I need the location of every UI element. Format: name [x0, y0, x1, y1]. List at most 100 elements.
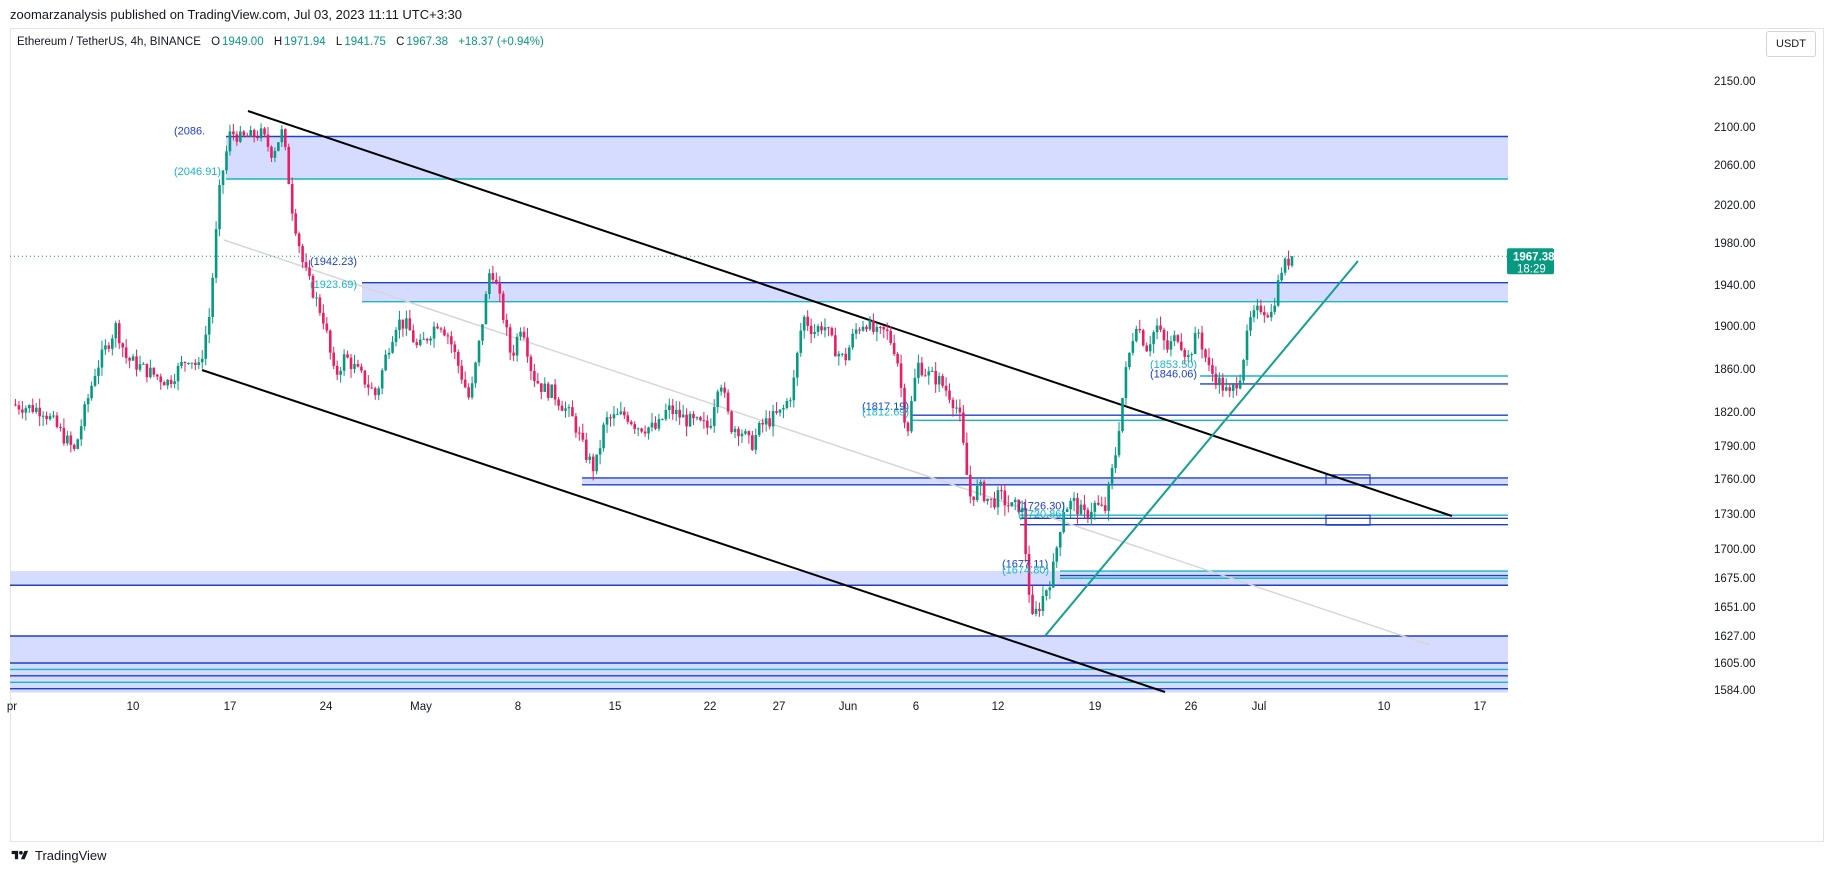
- candle-body[interactable]: [526, 337, 529, 357]
- candle-body[interactable]: [415, 342, 419, 346]
- candle-body[interactable]: [335, 365, 339, 375]
- candle-body[interactable]: [1055, 547, 1059, 562]
- candle-body[interactable]: [1128, 352, 1131, 368]
- candle-body[interactable]: [972, 496, 976, 501]
- candle-body[interactable]: [616, 414, 619, 416]
- candle-body[interactable]: [1256, 305, 1259, 311]
- candle-body[interactable]: [633, 424, 637, 430]
- candle-body[interactable]: [581, 432, 585, 440]
- candle-body[interactable]: [1069, 501, 1072, 510]
- candle-body[interactable]: [159, 376, 163, 383]
- symbol-title[interactable]: Ethereum / TetherUS, 4h, BINANCE: [17, 36, 201, 48]
- candle-body[interactable]: [1169, 341, 1173, 350]
- candle-body[interactable]: [948, 390, 951, 400]
- candle-body[interactable]: [1013, 499, 1017, 503]
- candle-body[interactable]: [436, 326, 439, 329]
- candle-body[interactable]: [456, 351, 460, 366]
- ascending-trendline[interactable]: [1044, 260, 1359, 637]
- candle-body[interactable]: [619, 411, 623, 415]
- candle-body[interactable]: [501, 293, 505, 320]
- candle-body[interactable]: [1273, 305, 1277, 312]
- candle-body[interactable]: [190, 362, 194, 364]
- candle-body[interactable]: [34, 407, 38, 413]
- candle-body[interactable]: [183, 362, 187, 364]
- candle-body[interactable]: [52, 415, 55, 417]
- candle-body[interactable]: [387, 352, 391, 355]
- candle-body[interactable]: [930, 370, 934, 372]
- candle-body[interactable]: [789, 400, 792, 402]
- candle-body[interactable]: [48, 415, 52, 420]
- candle-body[interactable]: [27, 405, 31, 409]
- candle-body[interactable]: [806, 316, 809, 326]
- candle-body[interactable]: [239, 131, 242, 142]
- candle-body[interactable]: [200, 358, 204, 363]
- candle-body[interactable]: [367, 384, 370, 388]
- candle-body[interactable]: [1121, 397, 1124, 431]
- candle-body[interactable]: [491, 273, 495, 280]
- candle-body[interactable]: [533, 370, 536, 382]
- candle-body[interactable]: [965, 442, 969, 475]
- candle-body[interactable]: [346, 354, 349, 358]
- candle-body[interactable]: [432, 326, 436, 339]
- currency-button[interactable]: USDT: [1766, 31, 1816, 57]
- candle-body[interactable]: [719, 387, 723, 392]
- candle-body[interactable]: [232, 131, 235, 135]
- candle-body[interactable]: [847, 347, 851, 361]
- candle-body[interactable]: [1283, 258, 1287, 273]
- candle-body[interactable]: [799, 330, 803, 353]
- candle-body[interactable]: [515, 336, 519, 356]
- candle-body[interactable]: [657, 419, 661, 429]
- candle-body[interactable]: [1024, 508, 1027, 555]
- candle-body[interactable]: [83, 404, 86, 427]
- candle-body[interactable]: [754, 435, 758, 450]
- candle-body[interactable]: [1159, 325, 1162, 330]
- candle-body[interactable]: [588, 456, 592, 460]
- candle-body[interactable]: [270, 146, 273, 158]
- candle-body[interactable]: [394, 330, 398, 343]
- candle-body[interactable]: [685, 414, 688, 427]
- candle-body[interactable]: [1245, 330, 1249, 360]
- candle-body[interactable]: [391, 342, 394, 353]
- candle-body[interactable]: [76, 439, 80, 449]
- tradingview-brand[interactable]: TradingView: [10, 848, 107, 863]
- candle-body[interactable]: [1010, 502, 1014, 507]
- candle-body[interactable]: [252, 130, 256, 137]
- candle-body[interactable]: [802, 316, 806, 331]
- candle-body[interactable]: [809, 325, 813, 335]
- candle-body[interactable]: [398, 319, 401, 331]
- candle-body[interactable]: [176, 365, 180, 382]
- candle-body[interactable]: [757, 422, 761, 436]
- candle-body[interactable]: [598, 448, 602, 455]
- candle-body[interactable]: [180, 362, 183, 366]
- candle-body[interactable]: [162, 382, 166, 386]
- candle-body[interactable]: [508, 327, 512, 353]
- candle-body[interactable]: [910, 400, 913, 432]
- candle-body[interactable]: [885, 329, 889, 331]
- candle-body[interactable]: [194, 362, 197, 365]
- candle-body[interactable]: [242, 131, 246, 136]
- candle-body[interactable]: [578, 432, 581, 434]
- candle-body[interactable]: [543, 383, 547, 392]
- candle-body[interactable]: [761, 422, 765, 425]
- candle-body[interactable]: [695, 417, 699, 419]
- candle-body[interactable]: [297, 233, 301, 247]
- candle-body[interactable]: [775, 411, 778, 413]
- candle-body[interactable]: [453, 344, 457, 352]
- candle-body[interactable]: [564, 408, 567, 411]
- candle-body[interactable]: [591, 456, 595, 472]
- candle-body[interactable]: [152, 367, 156, 375]
- candle-body[interactable]: [1214, 373, 1218, 386]
- candle-body[interactable]: [446, 335, 450, 337]
- candle-body[interactable]: [498, 283, 502, 294]
- candle-body[interactable]: [377, 388, 381, 396]
- candle-body[interactable]: [1280, 272, 1283, 281]
- candle-body[interactable]: [342, 354, 346, 371]
- candle-body[interactable]: [263, 128, 266, 135]
- candle-body[interactable]: [1093, 502, 1097, 512]
- candle-body[interactable]: [380, 370, 384, 389]
- candle-body[interactable]: [716, 391, 720, 408]
- candle-body[interactable]: [418, 339, 422, 346]
- candle-body[interactable]: [228, 131, 232, 152]
- candle-body[interactable]: [778, 409, 782, 413]
- candle-body[interactable]: [557, 399, 560, 406]
